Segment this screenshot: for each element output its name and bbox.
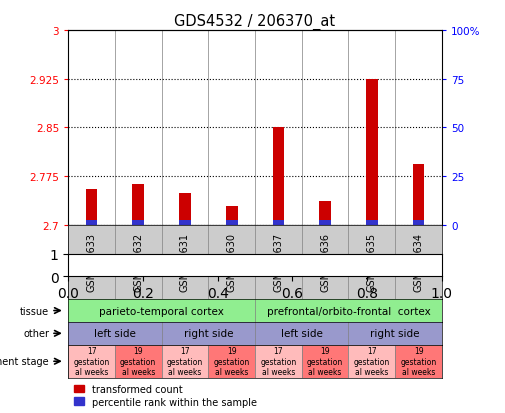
Bar (226, 207, 237, 225)
Text: left side: left side (94, 328, 136, 339)
Bar (86, 190, 97, 225)
Bar (162, 345, 209, 378)
Text: prefrontal/orbito-frontal  cortex: prefrontal/orbito-frontal cortex (267, 306, 430, 316)
Bar (413, 165, 424, 225)
Text: 19
gestation
al weeks: 19 gestation al weeks (307, 347, 343, 376)
Bar (319, 201, 331, 225)
Text: 19
gestation
al weeks: 19 gestation al weeks (214, 347, 250, 376)
Bar (132, 221, 144, 225)
Text: 17
gestation
al weeks: 17 gestation al weeks (73, 347, 110, 376)
Text: GSM543637: GSM543637 (273, 233, 283, 292)
Bar (226, 221, 237, 225)
Text: GSM543634: GSM543634 (414, 233, 424, 292)
Bar (366, 80, 378, 225)
Bar (302, 345, 348, 378)
Bar (366, 221, 378, 225)
Bar (132, 185, 144, 225)
Text: left side: left side (281, 328, 323, 339)
Bar (255, 345, 302, 378)
Text: 17
gestation
al weeks: 17 gestation al weeks (354, 347, 390, 376)
Text: GSM543630: GSM543630 (227, 233, 237, 292)
Bar (273, 221, 284, 225)
Text: 19
gestation
al weeks: 19 gestation al weeks (120, 347, 157, 376)
Text: development stage: development stage (0, 356, 49, 366)
Text: parieto-temporal cortex: parieto-temporal cortex (99, 306, 224, 316)
Text: right side: right side (370, 328, 420, 339)
Bar (86, 221, 97, 225)
Text: 17
gestation
al weeks: 17 gestation al weeks (167, 347, 203, 376)
Text: GSM543632: GSM543632 (133, 233, 143, 292)
Bar (115, 345, 162, 378)
Bar (319, 221, 331, 225)
Legend: transformed count, percentile rank within the sample: transformed count, percentile rank withi… (73, 383, 258, 408)
Bar (348, 345, 395, 378)
Text: right side: right side (183, 328, 233, 339)
Text: 19
gestation
al weeks: 19 gestation al weeks (400, 347, 437, 376)
Title: GDS4532 / 206370_at: GDS4532 / 206370_at (174, 14, 336, 30)
Bar (208, 345, 255, 378)
Text: GSM543631: GSM543631 (180, 233, 190, 292)
Text: GSM543636: GSM543636 (320, 233, 330, 292)
Bar (179, 221, 191, 225)
Text: 17
gestation
al weeks: 17 gestation al weeks (260, 347, 296, 376)
Bar (273, 128, 284, 225)
Text: other: other (23, 328, 49, 339)
Bar (179, 194, 191, 225)
Bar (413, 221, 424, 225)
Text: GSM543633: GSM543633 (86, 233, 96, 292)
Text: tissue: tissue (20, 306, 49, 316)
Bar (68, 345, 115, 378)
Text: GSM543635: GSM543635 (367, 233, 377, 292)
Bar (395, 345, 442, 378)
